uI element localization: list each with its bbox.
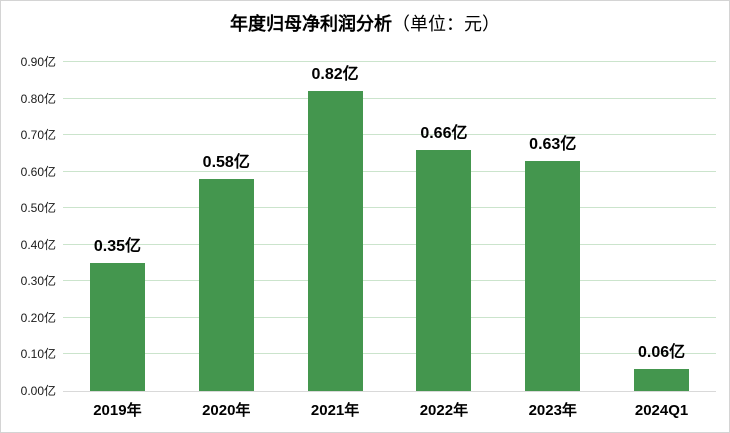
gridline	[63, 170, 716, 172]
y-axis-tick-label: 0.00亿	[20, 384, 56, 398]
gridline	[63, 243, 716, 245]
bar	[307, 91, 363, 391]
bar	[89, 263, 145, 391]
bar-value-label: 0.58亿	[202, 153, 250, 171]
x-axis-tick-label: 2020年	[202, 402, 251, 419]
bar	[634, 369, 690, 391]
y-axis-tick-label: 0.20亿	[20, 310, 56, 325]
y-axis-tick-label: 0.40亿	[20, 237, 56, 252]
gridline	[63, 61, 716, 62]
x-axis-baseline	[63, 391, 716, 392]
gridline	[63, 97, 716, 99]
bar	[198, 178, 254, 391]
gridline	[63, 280, 716, 282]
gridline	[63, 316, 716, 318]
bar	[416, 149, 472, 391]
x-axis-tick-label: 2021年	[310, 402, 360, 419]
y-axis-tick-label: 0.60亿	[20, 164, 56, 179]
plot-area: 0.35亿 0.58亿 0.82亿 0.66亿 0.63亿 0.06亿	[63, 61, 716, 392]
y-axis-tick-label: 0.30亿	[20, 274, 56, 289]
y-axis-tick-label: 0.80亿	[20, 91, 56, 106]
bar-value-label: 0.66亿	[420, 124, 468, 142]
bar-value-label: 0.06亿	[638, 344, 686, 362]
chart-title-main: 年度归母净利润分析	[230, 14, 392, 34]
gridline	[63, 134, 716, 136]
x-axis-tick-label: 2023年	[528, 402, 577, 419]
gridline	[63, 353, 716, 355]
bar-value-label: 0.63亿	[529, 135, 577, 153]
x-axis-tick-label: 2022年	[419, 402, 469, 419]
y-axis-tick-label: 0.90亿	[20, 55, 56, 69]
chart-title-unit: （单位：元）	[392, 14, 500, 34]
bar-value-label: 0.82亿	[311, 66, 359, 84]
bar	[525, 160, 581, 391]
y-axis-tick-label: 0.50亿	[20, 201, 56, 216]
gridline	[63, 207, 716, 209]
y-axis-tick-label: 0.10亿	[20, 347, 56, 362]
bar-value-label: 0.35亿	[93, 238, 141, 256]
y-axis-tick-label: 0.70亿	[20, 128, 56, 143]
x-axis-tick-label: 2024Q1	[634, 402, 689, 419]
x-axis-tick-label: 2019年	[93, 402, 142, 419]
chart-title: 年度归母净利润分析（单位：元）	[1, 12, 729, 36]
